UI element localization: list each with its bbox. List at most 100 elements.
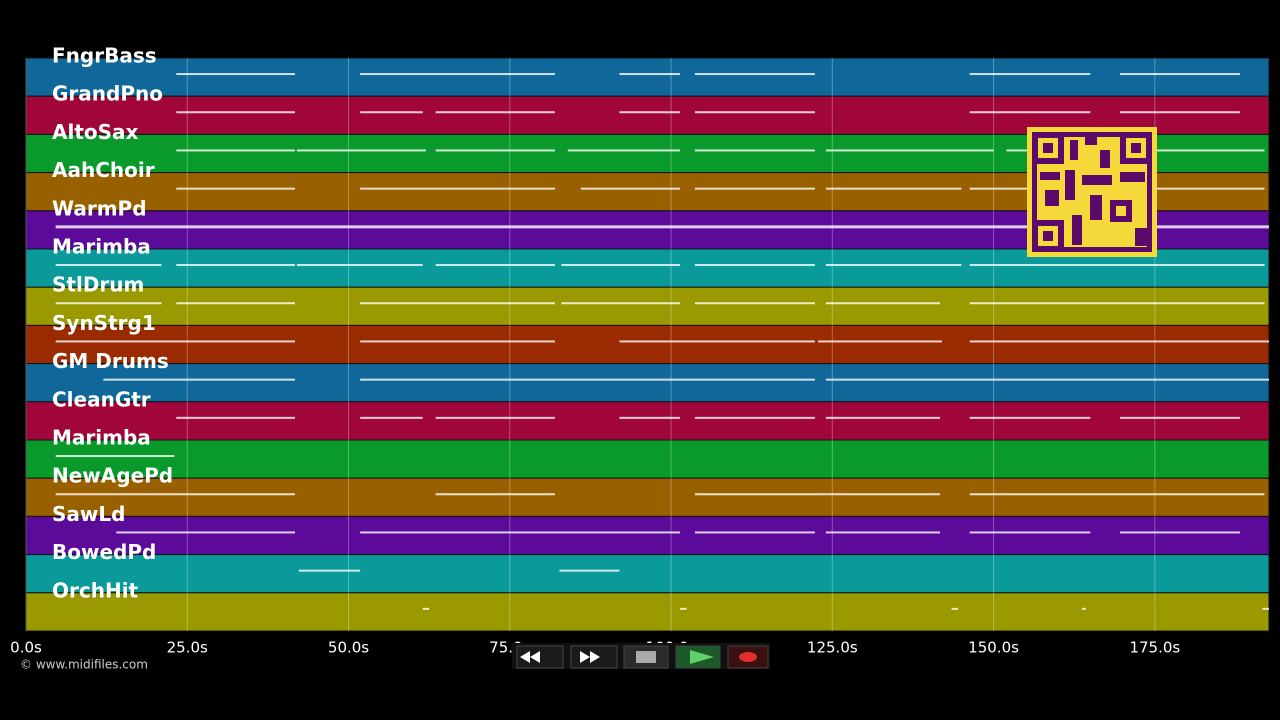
track-name: Marimba	[52, 235, 151, 259]
note-segment	[1119, 531, 1240, 534]
note-segment	[694, 73, 815, 76]
note-segment	[1119, 416, 1240, 419]
note-segment	[1119, 111, 1240, 114]
track-name: FngrBass	[52, 44, 157, 68]
track-lane	[25, 592, 1270, 632]
track-lane	[25, 363, 1270, 403]
note-segment	[55, 340, 295, 343]
record-button[interactable]	[727, 645, 769, 669]
note-segment	[818, 340, 942, 343]
stop-button[interactable]	[623, 645, 669, 669]
play-button[interactable]	[675, 645, 721, 669]
track-name: NewAgePd	[52, 464, 173, 488]
note-segment	[55, 455, 175, 458]
note-segment	[969, 531, 1091, 534]
note-segment	[694, 493, 941, 496]
x-tick-label: 125.0s	[807, 639, 858, 657]
note-segment	[55, 493, 295, 496]
note-segment	[1262, 607, 1269, 610]
x-tick-label: 0.0s	[10, 639, 42, 657]
note-segment	[619, 73, 681, 76]
note-segment	[435, 264, 555, 267]
note-segment	[360, 73, 555, 76]
note-segment	[435, 149, 555, 152]
note-segment	[694, 149, 815, 152]
track-lane	[25, 401, 1270, 441]
note-segment	[561, 264, 681, 267]
track-name: WarmPd	[52, 196, 147, 220]
transport-controls	[512, 643, 770, 669]
track-name: GrandPno	[52, 82, 163, 106]
note-segment	[435, 111, 555, 114]
track-lane	[25, 477, 1270, 517]
note-segment	[969, 73, 1091, 76]
note-segment	[969, 340, 1269, 343]
track-name: CleanGtr	[52, 387, 151, 411]
note-segment	[969, 493, 1265, 496]
note-segment	[435, 416, 555, 419]
x-tick-label: 25.0s	[167, 639, 208, 657]
note-segment	[825, 187, 962, 190]
note-segment	[825, 416, 941, 419]
x-tick-label: 150.0s	[968, 639, 1019, 657]
track-name: AahChoir	[52, 158, 155, 182]
note-segment	[619, 111, 681, 114]
track-lane	[25, 324, 1270, 365]
track-lane	[25, 57, 1270, 97]
note-segment	[694, 531, 815, 534]
note-segment	[360, 416, 423, 419]
note-segment	[55, 264, 162, 267]
track-name: GM Drums	[52, 349, 169, 373]
note-segment	[435, 493, 555, 496]
track-name: Marimba	[52, 426, 151, 450]
track-name: SynStrg1	[52, 311, 156, 335]
qr-code	[1027, 127, 1157, 257]
note-segment	[559, 569, 620, 572]
note-segment	[360, 111, 423, 114]
note-segment	[360, 531, 555, 534]
note-segment	[360, 187, 555, 190]
note-segment	[554, 531, 620, 534]
note-segment	[176, 187, 295, 190]
note-segment	[360, 302, 555, 305]
note-segment	[1119, 73, 1240, 76]
note-segment	[55, 302, 162, 305]
rewind-button[interactable]	[516, 645, 564, 669]
note-segment	[1081, 607, 1086, 610]
track-name: BowedPd	[52, 540, 156, 564]
note-segment	[951, 607, 959, 610]
forward-button[interactable]	[570, 645, 618, 669]
note-segment	[176, 264, 295, 267]
note-segment	[176, 149, 295, 152]
note-segment	[422, 607, 430, 610]
note-segment	[176, 416, 295, 419]
note-segment	[619, 531, 681, 534]
note-segment	[969, 416, 1091, 419]
note-segment	[567, 149, 681, 152]
note-segment	[298, 569, 361, 572]
x-tick-label: 175.0s	[1129, 639, 1180, 657]
note-segment	[825, 531, 941, 534]
track-name: AltoSax	[52, 120, 139, 144]
note-segment	[561, 302, 681, 305]
track-name: SawLd	[52, 502, 125, 526]
note-segment	[176, 111, 295, 114]
note-segment	[360, 378, 815, 381]
note-segment	[825, 149, 994, 152]
note-segment	[694, 416, 815, 419]
note-segment	[825, 378, 1269, 381]
note-segment	[969, 264, 1265, 267]
note-segment	[969, 111, 1091, 114]
x-tick-label: 50.0s	[328, 639, 369, 657]
note-segment	[694, 187, 815, 190]
note-segment	[825, 264, 962, 267]
note-segment	[825, 302, 941, 305]
note-segment	[296, 149, 426, 152]
track-lane	[25, 439, 1270, 479]
note-segment	[176, 302, 295, 305]
note-segment	[619, 416, 681, 419]
track-lane	[25, 515, 1270, 556]
note-segment	[694, 264, 815, 267]
track-name: StlDrum	[52, 273, 144, 297]
note-segment	[103, 378, 295, 381]
